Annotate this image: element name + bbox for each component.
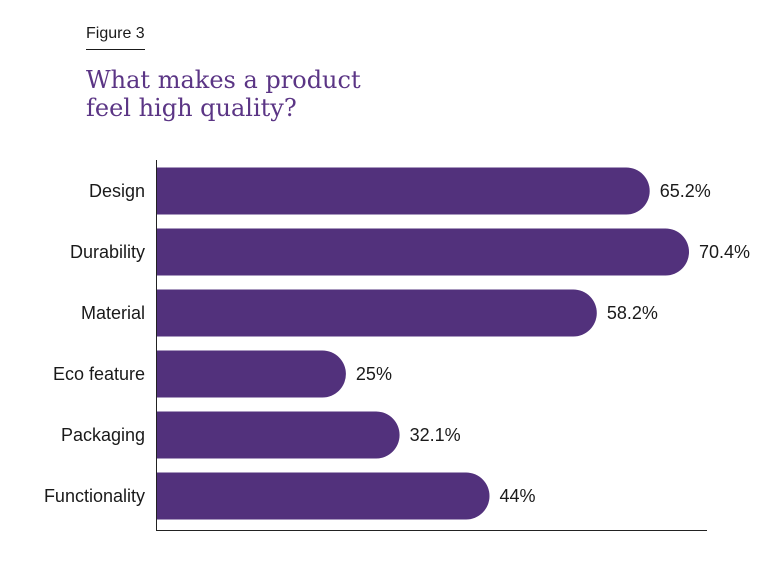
category-label: Functionality: [44, 486, 145, 506]
bar-eco-feature: [157, 350, 346, 398]
value-label: 32.1%: [410, 425, 461, 445]
bars-layer: Design 65.2% Durability 70.4% Material 58.2% E…: [44, 167, 750, 520]
bar-design: [157, 167, 650, 215]
category-label: Design: [89, 181, 145, 201]
value-label: 65.2%: [660, 181, 711, 201]
value-label: 58.2%: [607, 303, 658, 323]
category-label: Material: [81, 303, 145, 323]
chart-title-line-2: feel high quality?: [86, 94, 297, 122]
value-label: 44%: [500, 486, 536, 506]
value-label: 25%: [356, 364, 392, 384]
bar-material: [157, 289, 597, 337]
chart-title-line-1: What makes a product: [86, 66, 361, 94]
bar-packaging: [157, 411, 400, 459]
category-label: Packaging: [61, 425, 145, 445]
value-label: 70.4%: [699, 242, 750, 262]
category-label: Eco feature: [53, 364, 145, 384]
category-label: Durability: [70, 242, 145, 262]
bar-functionality: [157, 472, 490, 520]
bar-durability: [157, 228, 690, 276]
figure-label: Figure 3: [86, 24, 145, 50]
chart-title: What makes a product feel high quality?: [86, 66, 506, 122]
